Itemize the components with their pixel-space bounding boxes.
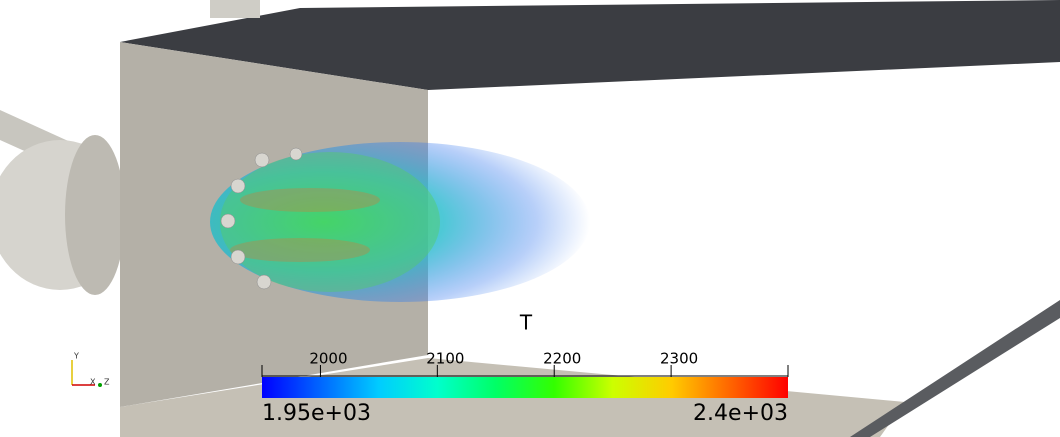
inlet-rim xyxy=(65,135,125,295)
flame-hot xyxy=(230,238,370,262)
legend-title: T xyxy=(519,311,533,335)
nozzle xyxy=(231,179,245,193)
render-view: Y XZ T 2000 2100 2200 2300 1.95e+03 2.4e+03 xyxy=(0,0,1060,437)
tick-label: 2200 xyxy=(543,350,581,368)
tick-label: 2000 xyxy=(309,350,347,368)
z-axis xyxy=(98,383,102,387)
tick-label: 2100 xyxy=(426,350,464,368)
flame-hot xyxy=(240,188,380,212)
axis-label: X xyxy=(90,378,96,387)
range-label: 2.4e+03 xyxy=(693,401,788,426)
axis-label: Z xyxy=(104,378,110,387)
nozzle xyxy=(231,250,245,264)
nozzle xyxy=(257,275,271,289)
flame-core xyxy=(220,152,440,292)
nozzle xyxy=(255,153,269,167)
nozzle xyxy=(221,214,235,228)
axis-label: Y xyxy=(73,352,79,361)
color-bar xyxy=(262,377,788,398)
nozzle xyxy=(290,148,302,160)
tick-label: 2300 xyxy=(660,350,698,368)
range-label: 1.95e+03 xyxy=(262,401,371,426)
top-pipe xyxy=(210,0,260,18)
